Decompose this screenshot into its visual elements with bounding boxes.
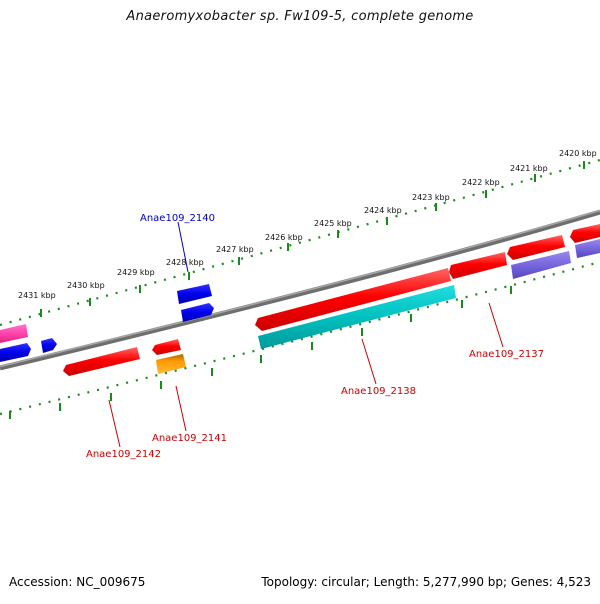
gene-feature[interactable]	[63, 347, 140, 376]
gene-feature[interactable]	[0, 343, 31, 362]
tick-label: 2427 kbp	[216, 245, 254, 254]
gene-label[interactable]: Anae109_2142	[86, 449, 161, 460]
tick-label: 2422 kbp	[462, 178, 500, 187]
leader-line	[175, 385, 187, 432]
leader-line	[177, 221, 189, 273]
gene-label[interactable]: Anae109_2137	[469, 349, 544, 360]
gene-feature[interactable]	[511, 251, 571, 279]
tick-label: 2423 kbp	[412, 193, 450, 202]
gene-labels: Anae109_2140 Anae109_2138 Anae109_2137 A…	[86, 213, 544, 460]
ruler-line-upper	[0, 158, 600, 327]
tick-label: 2428 kbp	[166, 258, 204, 267]
tick-label: 2421 kbp	[510, 164, 548, 173]
lower-ruler-ticks	[9, 286, 512, 419]
map-title: Anaeromyxobacter sp. Fw109-5, complete g…	[126, 9, 474, 24]
gene-feature[interactable]	[570, 224, 600, 243]
leader-lines	[108, 221, 504, 448]
gene-feature[interactable]	[41, 338, 57, 353]
ruler-major-ticks	[40, 161, 585, 317]
gene-label[interactable]: Anae109_2140	[140, 213, 215, 224]
tick-label: 2430 kbp	[67, 281, 105, 290]
gene-label[interactable]: Anae109_2138	[341, 386, 416, 397]
tick-label: 2429 kbp	[117, 268, 155, 277]
gene-feature[interactable]	[0, 324, 28, 343]
tick-label: 2420 kbp	[559, 149, 597, 158]
leader-line	[361, 338, 377, 385]
tick-label: 2424 kbp	[364, 206, 402, 215]
tick-label: 2431 kbp	[18, 291, 56, 300]
gene-track-outer	[0, 224, 600, 362]
leader-line	[108, 399, 121, 448]
gene-feature[interactable]	[255, 268, 451, 331]
gene-feature[interactable]	[152, 339, 181, 355]
gene-feature[interactable]	[156, 354, 186, 374]
leader-line	[488, 302, 504, 348]
ruler-labels: 2420 kbp 2421 kbp 2422 kbp 2423 kbp 2424…	[18, 149, 597, 300]
gene-feature[interactable]	[177, 284, 212, 304]
tick-label: 2426 kbp	[265, 233, 303, 242]
genome-backbone	[0, 209, 600, 371]
tick-label: 2425 kbp	[314, 219, 352, 228]
gene-feature[interactable]	[575, 239, 600, 258]
gene-feature[interactable]	[258, 285, 456, 349]
gene-feature[interactable]	[449, 252, 507, 279]
gene-label[interactable]: Anae109_2141	[152, 433, 227, 444]
gene-track-inner	[41, 239, 600, 376]
accession-text: Accession: NC_009675	[9, 575, 146, 589]
gene-feature[interactable]	[181, 303, 214, 322]
gene-feature[interactable]	[507, 235, 565, 260]
genome-backbone-highlight	[0, 209, 600, 368]
genome-summary-text: Topology: circular; Length: 5,277,990 bp…	[261, 575, 591, 589]
